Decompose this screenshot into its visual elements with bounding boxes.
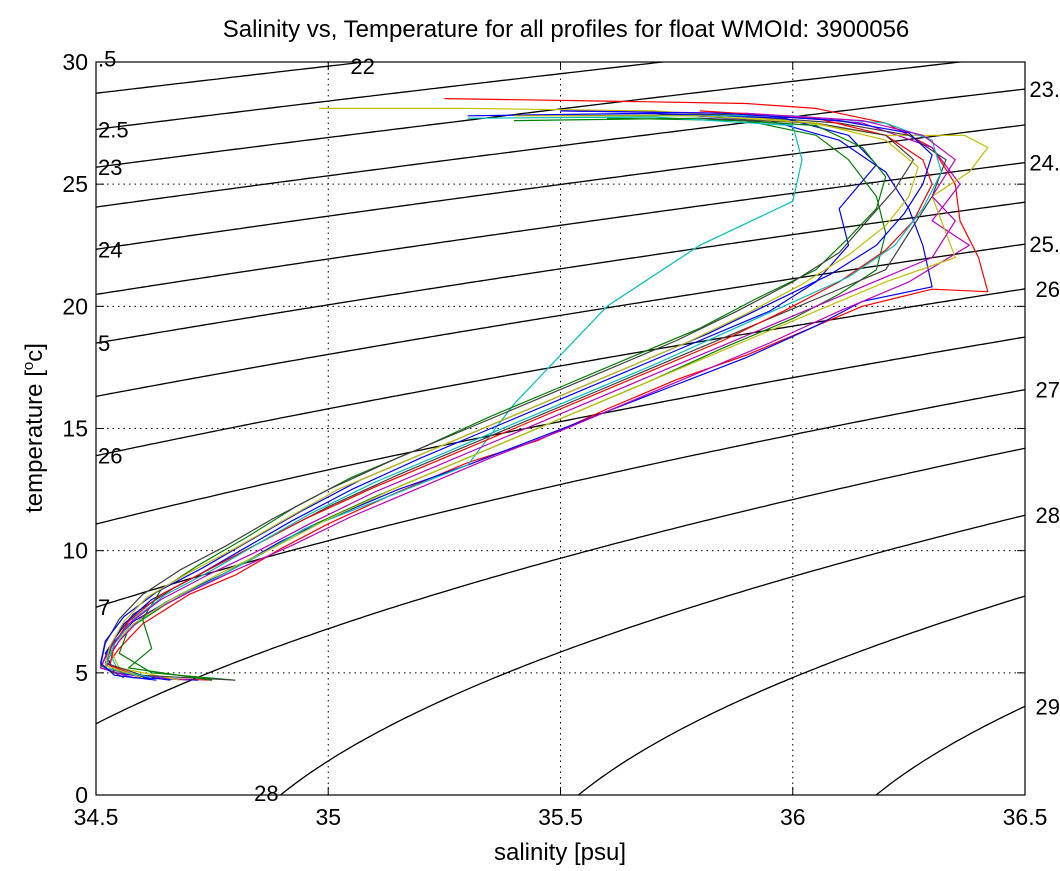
profile-line: [104, 115, 919, 679]
y-tick-label: 30: [62, 49, 88, 75]
y-tick-label: 5: [75, 660, 88, 686]
chart-title: Salinity vs, Temperature for all profile…: [223, 16, 910, 43]
density-contour: [96, 389, 1025, 608]
contour-label: 22: [350, 54, 374, 79]
profile-line: [99, 112, 956, 679]
density-contour: [96, 243, 1025, 398]
density-contours: [96, 62, 1025, 795]
contour-label: 26: [98, 444, 122, 469]
profile-line: [127, 117, 887, 681]
density-contour: [577, 595, 1025, 795]
x-tick-label: 36: [780, 804, 806, 830]
contour-label: 27: [1036, 378, 1060, 403]
profile-line: [104, 112, 878, 681]
x-tick-label: 36.5: [1003, 804, 1048, 830]
x-axis-label: salinity [psu]: [494, 839, 626, 866]
y-axis-label: temperature [oc]: [20, 343, 48, 513]
contour-label: 23: [98, 155, 122, 180]
y-axis-ticks: 0 5 10 15 20 25 30: [62, 49, 1025, 808]
density-contour: [279, 514, 1025, 795]
contour-label: 24: [98, 237, 122, 262]
contour-label: 24.: [1029, 151, 1060, 176]
y-axis-label-tail: c]: [21, 343, 48, 362]
contour-label: 28: [254, 781, 278, 806]
profile-line: [99, 117, 915, 679]
density-contour: [96, 201, 1025, 344]
contour-label: 2.5: [98, 117, 129, 142]
contour-label: 23.: [1029, 77, 1060, 102]
y-tick-label: 15: [62, 416, 88, 442]
density-contour: [96, 124, 1025, 250]
profile-series: [99, 98, 989, 681]
density-contour: [96, 447, 1025, 725]
profile-line: [109, 110, 933, 679]
x-tick-label: 35.5: [538, 804, 583, 830]
contour-label: 5: [98, 331, 110, 356]
x-tick-label: 34.5: [74, 804, 119, 830]
contour-label: 29: [1036, 694, 1060, 719]
x-tick-label: 35: [315, 804, 341, 830]
y-tick-label: 10: [62, 538, 88, 564]
density-contour: [96, 62, 668, 131]
y-tick-label: 25: [62, 171, 88, 197]
density-contour: [96, 288, 1025, 457]
y-axis-label-sup: o: [20, 362, 37, 370]
density-contour: [96, 62, 371, 94]
x-axis-ticks: 34.5 35 35.5 36 36.5: [74, 62, 1048, 830]
contour-label: 26: [1036, 277, 1060, 302]
y-tick-label: 20: [62, 293, 88, 319]
density-contour: [96, 336, 1025, 525]
contour-label: 7: [98, 595, 110, 620]
contour-label: 25.: [1029, 232, 1060, 257]
y-tick-label: 0: [75, 782, 88, 808]
density-contour: [96, 161, 1025, 296]
contour-label: 28: [1036, 503, 1060, 528]
density-contour: [875, 705, 1025, 795]
profile-line: [104, 115, 943, 679]
contour-label: .5: [98, 47, 116, 72]
density-contour: [96, 62, 967, 168]
y-axis-label-main: temperature [: [21, 370, 48, 513]
profile-line: [109, 107, 989, 681]
density-contour: [96, 88, 1025, 208]
contour-labels: .5 22 2.5 23 23. 24 24. 5 25. 26 26 7 27 28 28 29: [98, 47, 1060, 806]
